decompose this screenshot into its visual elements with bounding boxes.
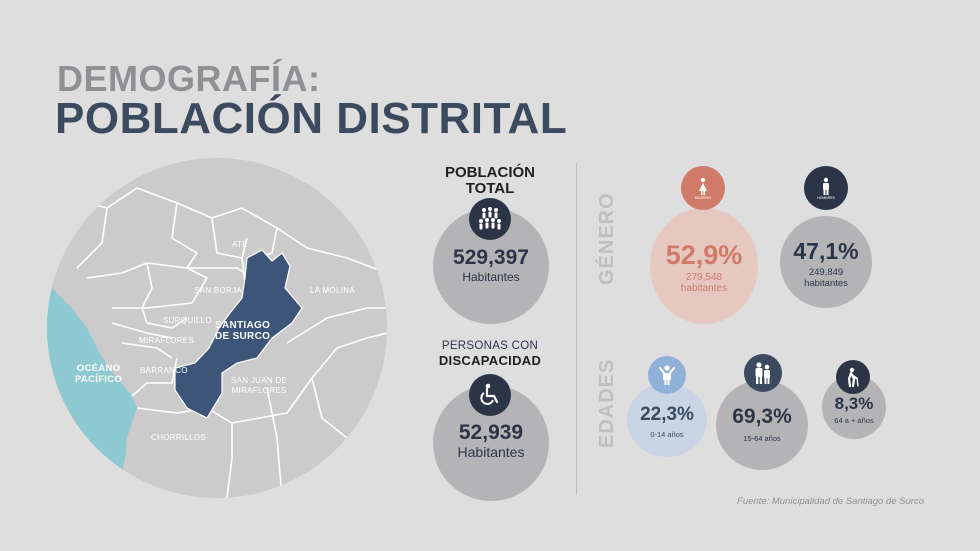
adults-icon (744, 354, 782, 392)
total-population-circle: 529,397 Habitantes (433, 208, 549, 324)
district-map: ATE SAN BORJA LA MOLINA SURQUILLO MIRAFL… (47, 158, 387, 498)
adults-percent: 69,3% (732, 405, 792, 428)
section-divider (576, 163, 577, 495)
disability-value: 52,939 (458, 421, 524, 444)
total-population-heading: POBLACIÓN TOTAL (445, 164, 535, 197)
seniors-percent: 8,3% (834, 394, 874, 413)
map-label-miraflores: MIRAFLORES (139, 336, 195, 345)
ages-section-label: EDADES (596, 358, 618, 448)
elderly-icon (836, 360, 870, 394)
male-count: 249,849 (808, 267, 844, 278)
map-label-ocean: OCÉANO PACÍFICO (75, 363, 123, 385)
source-note: Fuente: Municipalidad de Santiago de Sur… (737, 496, 924, 507)
male-unit: habitantes (804, 278, 848, 289)
map-label-surquillo: SURQUILLO (163, 316, 212, 325)
adults-circle: 69,3% 15-64 años (716, 380, 808, 470)
female-circle: 52,9% 279,548 habitantes (650, 208, 758, 324)
kids-range: 0-14 años (650, 430, 684, 439)
disability-unit: Habitantes (457, 444, 525, 460)
adults-range: 15-64 años (743, 434, 781, 443)
female-unit: habitantes (680, 283, 728, 294)
map-label-ate: ATE (232, 240, 248, 249)
page-title: POBLACIÓN DISTRITAL (55, 94, 568, 143)
female-icon-label: MUJERES (694, 195, 712, 200)
title-line1: DEMOGRAFÍA: (57, 58, 321, 99)
map-label-barranco: BARRANCO (140, 366, 188, 375)
map-label-santiago-de-surco: SANTIAGO DE SURCO (215, 320, 271, 342)
female-percent: 52,9% (665, 240, 743, 270)
total-population-unit: Habitantes (462, 270, 520, 284)
map-label-sjm: SAN JUAN DE MIRAFLORES (231, 376, 288, 395)
seniors-range: 64 a + años (834, 416, 874, 425)
female-icon: MUJERES (681, 166, 725, 210)
kids-circle: 22,3% 0-14 años (627, 383, 707, 457)
male-percent: 47,1% (793, 238, 859, 264)
male-circle: 47,1% 249,849 habitantes (780, 216, 872, 308)
map-label-san-borja: SAN BORJA (194, 286, 243, 295)
child-icon (648, 356, 686, 394)
disability-heading-line1: PERSONAS CON (441, 340, 539, 352)
male-icon: HOMBRES (804, 166, 848, 210)
map-label-la-molina: LA MOLINA (310, 286, 355, 295)
disability-heading-line2: DISCAPACIDAD (438, 353, 542, 368)
people-group-icon (469, 198, 511, 240)
total-population-value: 529,397 (453, 246, 529, 269)
gender-section-label: GÉNERO (596, 192, 618, 285)
kids-percent: 22,3% (640, 404, 694, 425)
male-icon-label: HOMBRES (817, 195, 835, 200)
female-count: 279,548 (685, 272, 723, 283)
santiago-de-surco-region (174, 249, 303, 419)
wheelchair-icon (469, 374, 511, 416)
map-label-chorrillos: CHORRILLOS (151, 433, 207, 442)
